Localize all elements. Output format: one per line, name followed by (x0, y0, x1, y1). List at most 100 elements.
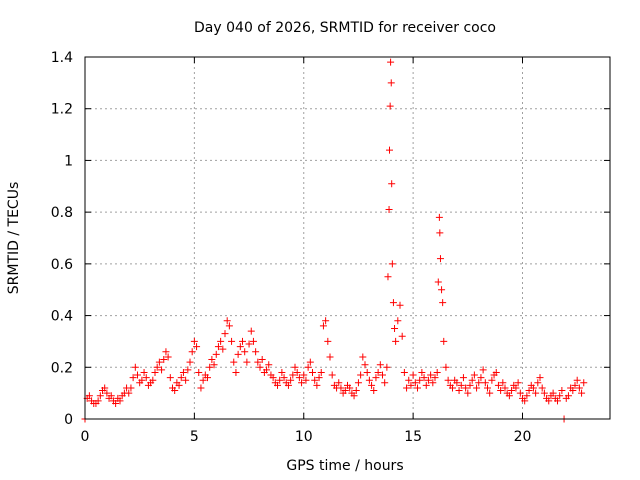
data-point (197, 384, 205, 392)
data-point (398, 332, 406, 340)
data-point (131, 363, 139, 371)
data-point (508, 387, 516, 395)
data-point (149, 376, 157, 384)
data-point (190, 337, 198, 345)
data-point (357, 371, 365, 379)
y-axis: 0 0.2 0.4 0.6 0.8 1 1.2 1.4 (51, 50, 610, 428)
data-point (107, 392, 115, 400)
data-point (199, 376, 207, 384)
data-point (379, 371, 386, 379)
data-point (328, 371, 336, 379)
data-point (470, 371, 478, 379)
data-point (578, 389, 586, 397)
data-point (309, 368, 316, 376)
data-point (245, 340, 253, 348)
data-point (422, 381, 430, 389)
data-point (453, 379, 461, 387)
data-point (492, 368, 500, 376)
data-point (569, 387, 577, 395)
data-point (405, 376, 413, 384)
data-point (521, 397, 529, 405)
data-point (564, 392, 572, 400)
data-point (361, 361, 369, 369)
data-point (436, 229, 444, 237)
data-point (186, 358, 194, 366)
data-point (424, 376, 432, 384)
data-point (302, 376, 310, 384)
data-point (433, 368, 441, 376)
data-point (449, 384, 456, 392)
data-point (263, 366, 271, 374)
data-point (414, 384, 421, 392)
data-point (556, 392, 564, 400)
data-point (140, 368, 148, 376)
data-point (324, 337, 332, 345)
data-point (580, 379, 588, 387)
data-point (388, 180, 396, 188)
data-point (549, 389, 557, 397)
data-point (479, 366, 487, 374)
data-point (179, 368, 187, 376)
data-point (195, 368, 203, 376)
data-point (436, 255, 444, 263)
data-point (427, 371, 435, 379)
data-point (252, 348, 260, 356)
data-point (158, 366, 166, 374)
data-point (127, 384, 135, 392)
data-point (558, 387, 566, 395)
data-point (315, 374, 323, 382)
data-point (387, 79, 395, 87)
data-point (538, 384, 546, 392)
data-point (177, 374, 185, 382)
data-point (444, 376, 452, 384)
data-point (265, 361, 273, 369)
y-tick-label: 1 (64, 153, 73, 169)
data-point (326, 353, 334, 361)
data-point (243, 358, 251, 366)
data-point (298, 379, 306, 387)
data-point (103, 389, 111, 397)
y-tick-label: 0.2 (51, 360, 73, 376)
data-point (575, 384, 583, 392)
data-point (96, 392, 104, 400)
data-point (214, 343, 222, 351)
data-point (386, 102, 394, 110)
data-point (116, 397, 124, 405)
data-point (155, 358, 163, 366)
data-points (81, 58, 588, 423)
data-point (365, 376, 373, 384)
data-point (523, 392, 531, 400)
data-point (477, 374, 485, 382)
data-point (431, 374, 439, 382)
data-point (484, 384, 491, 392)
data-point (391, 325, 399, 332)
data-point (387, 58, 395, 66)
data-point (512, 384, 520, 392)
data-point (494, 381, 502, 389)
data-point (459, 374, 467, 382)
data-point (516, 389, 524, 397)
data-point (455, 387, 463, 395)
y-axis-title: SRMTID / TECUs (6, 182, 22, 295)
y-tick-label: 0 (64, 412, 73, 428)
data-point (497, 387, 505, 395)
data-point (225, 322, 233, 330)
data-point (300, 371, 308, 379)
data-point (363, 368, 371, 376)
data-point (258, 356, 266, 364)
data-point (254, 358, 262, 366)
data-point (429, 379, 437, 387)
data-point (376, 361, 384, 369)
x-tick-label: 0 (81, 429, 90, 445)
data-point (354, 379, 362, 387)
data-point (291, 363, 299, 371)
data-point (388, 260, 396, 268)
data-point (322, 317, 330, 325)
data-point (442, 363, 450, 371)
data-point (370, 387, 378, 395)
data-point (389, 299, 397, 307)
data-point (134, 371, 141, 379)
data-point (501, 384, 509, 392)
data-point (269, 374, 277, 382)
